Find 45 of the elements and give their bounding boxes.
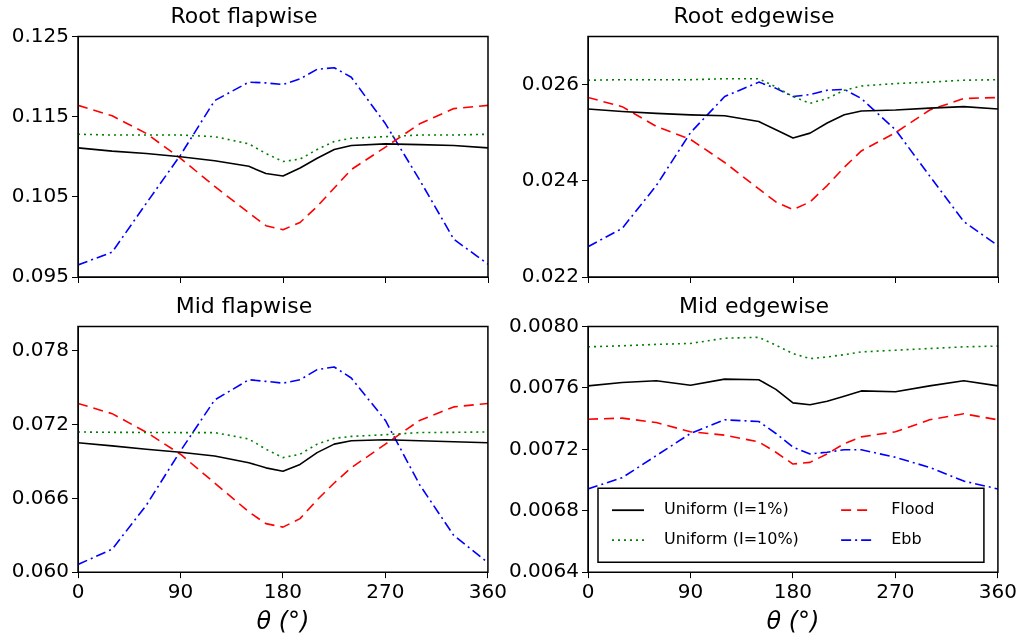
y-tick-label: 0.022 — [521, 263, 579, 288]
y-tick-label: 0.105 — [11, 183, 69, 207]
x-tick-label: 90 — [167, 579, 194, 604]
x-tick-label: 90 — [677, 579, 704, 604]
legend-label: Uniform (I=10%) — [664, 529, 799, 549]
x-tick-label: 360 — [468, 579, 508, 604]
line-series — [78, 402, 488, 528]
y-tick-label: 0.095 — [11, 263, 69, 288]
y-tick-label: 0.078 — [11, 337, 69, 362]
line-series — [588, 413, 998, 465]
y-tick-label: 0.024 — [521, 166, 579, 191]
chart-title: Root edgewise — [673, 2, 835, 28]
y-tick-label: 0.0072 — [509, 435, 579, 460]
legend-label: Ebb — [891, 529, 922, 549]
y-tick-label: 0.0064 — [509, 558, 579, 583]
y-tick-label: 0.115 — [11, 102, 69, 127]
x-tick-label: 270 — [876, 579, 915, 604]
x-axis-title: θ (°) — [256, 606, 310, 635]
chart-title: Mid edgewise — [678, 292, 830, 318]
y-tick-label: 0.0080 — [509, 312, 579, 337]
x-tick-label: 360 — [978, 579, 1018, 604]
line-series — [588, 419, 998, 490]
x-tick-label: 180 — [263, 579, 303, 604]
legend-label: Flood — [891, 499, 935, 519]
line-series — [588, 77, 998, 105]
x-tick-label: 0 — [71, 579, 85, 604]
y-tick-label: 0.066 — [11, 484, 69, 509]
x-tick-label: 0 — [581, 579, 595, 604]
legend-label: Uniform (I=1%) — [664, 499, 789, 519]
y-tick-label: 0.0068 — [509, 496, 579, 521]
y-tick-label: 0.0076 — [509, 374, 579, 399]
y-tick-label: 0.125 — [11, 22, 69, 47]
line-series — [588, 96, 998, 211]
line-series — [78, 366, 488, 566]
y-tick-label: 0.072 — [11, 410, 69, 435]
line-series — [588, 336, 998, 360]
x-axis-title: θ (°) — [766, 606, 820, 635]
line-series — [78, 104, 488, 231]
chart-title: Root flapwise — [170, 2, 318, 28]
line-series — [588, 81, 998, 248]
y-tick-label: 0.026 — [521, 70, 579, 95]
x-tick-label: 180 — [773, 579, 813, 604]
chart-title: Mid flapwise — [175, 292, 313, 318]
x-tick-label: 270 — [366, 579, 405, 604]
y-tick-label: 0.060 — [11, 558, 69, 583]
